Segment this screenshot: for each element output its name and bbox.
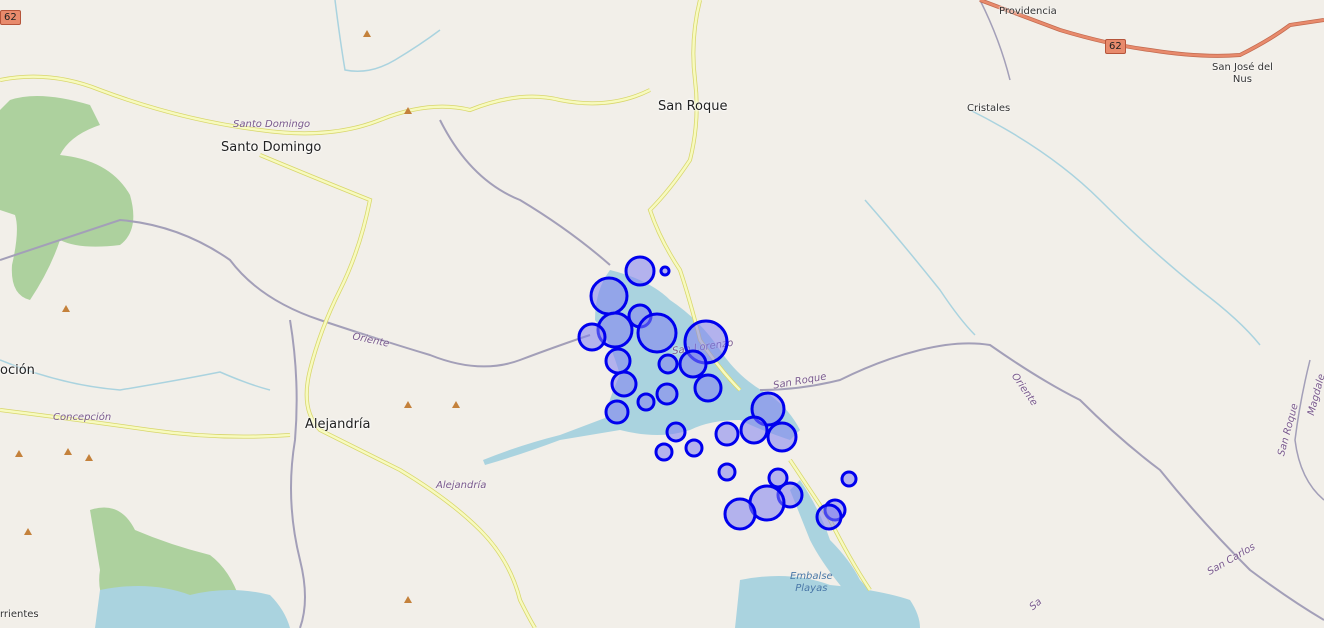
map-marker[interactable] — [723, 497, 757, 531]
map-marker[interactable] — [577, 322, 607, 352]
admin-boundary — [0, 218, 591, 368]
water-label-line: Embalse — [790, 571, 833, 582]
reservoir — [483, 270, 800, 465]
river — [969, 109, 1261, 346]
admin-boundary — [1294, 359, 1324, 501]
reservoir — [735, 576, 920, 628]
place-label-san-roque: San Roque — [658, 99, 728, 114]
river — [864, 199, 976, 336]
map-marker[interactable] — [589, 276, 629, 316]
place-label-line: Nus — [1232, 74, 1252, 85]
road-secondary — [259, 153, 537, 628]
admin-boundary — [289, 319, 306, 628]
map-marker[interactable] — [636, 312, 678, 354]
map-marker[interactable] — [610, 370, 638, 398]
map-marker[interactable] — [636, 392, 656, 412]
place-label-providencia: Providencia — [999, 6, 1057, 17]
map-marker[interactable] — [659, 265, 671, 277]
admin-label-concepcion: Concepción — [53, 412, 112, 423]
place-label-concepcion: oción — [0, 363, 35, 378]
admin-label-santo-domingo: Santo Domingo — [233, 119, 311, 130]
road-primary — [979, 0, 1324, 58]
map-marker[interactable] — [815, 503, 843, 531]
road-shield: 62 — [1105, 39, 1126, 54]
map-marker[interactable] — [840, 470, 858, 488]
map-marker[interactable] — [678, 349, 708, 379]
map-marker[interactable] — [604, 347, 632, 375]
reservoir — [95, 586, 290, 628]
place-label-line: San José del — [1212, 62, 1273, 73]
map-marker[interactable] — [767, 467, 789, 489]
map-marker[interactable] — [693, 373, 723, 403]
river — [0, 359, 271, 391]
map-marker[interactable] — [665, 421, 687, 443]
map-marker[interactable] — [604, 399, 630, 425]
map-marker[interactable] — [624, 255, 656, 287]
map-marker[interactable] — [717, 462, 737, 482]
place-label-cristales: Cristales — [967, 103, 1011, 114]
map-marker[interactable] — [714, 421, 740, 447]
place-label-corrientes: rrientes — [0, 609, 39, 620]
admin-label-alejandria: Alejandría — [436, 480, 487, 491]
road-secondary — [0, 75, 651, 135]
map-marker[interactable] — [766, 421, 798, 453]
map-marker[interactable] — [739, 415, 769, 445]
place-label-santo-domingo: Santo Domingo — [221, 140, 322, 155]
admin-boundary — [759, 342, 1324, 621]
road-shield: 62 — [0, 10, 21, 25]
map-marker[interactable] — [655, 382, 679, 406]
admin-boundary — [439, 119, 611, 266]
road-secondary — [0, 408, 291, 438]
place-label-san-jose-del-nus: San José del Nus — [1212, 63, 1273, 85]
water-label-embalse-playas: Embalse Playas — [790, 571, 833, 595]
map-marker[interactable] — [684, 438, 704, 458]
river — [334, 0, 441, 72]
admin-boundary — [979, 0, 1011, 81]
place-label-alejandria: Alejandría — [305, 417, 371, 432]
map-marker[interactable] — [657, 353, 679, 375]
map-marker[interactable] — [654, 442, 674, 462]
water-label-line: Playas — [795, 583, 828, 594]
peak-markers — [15, 30, 460, 603]
reservoir — [790, 480, 880, 615]
